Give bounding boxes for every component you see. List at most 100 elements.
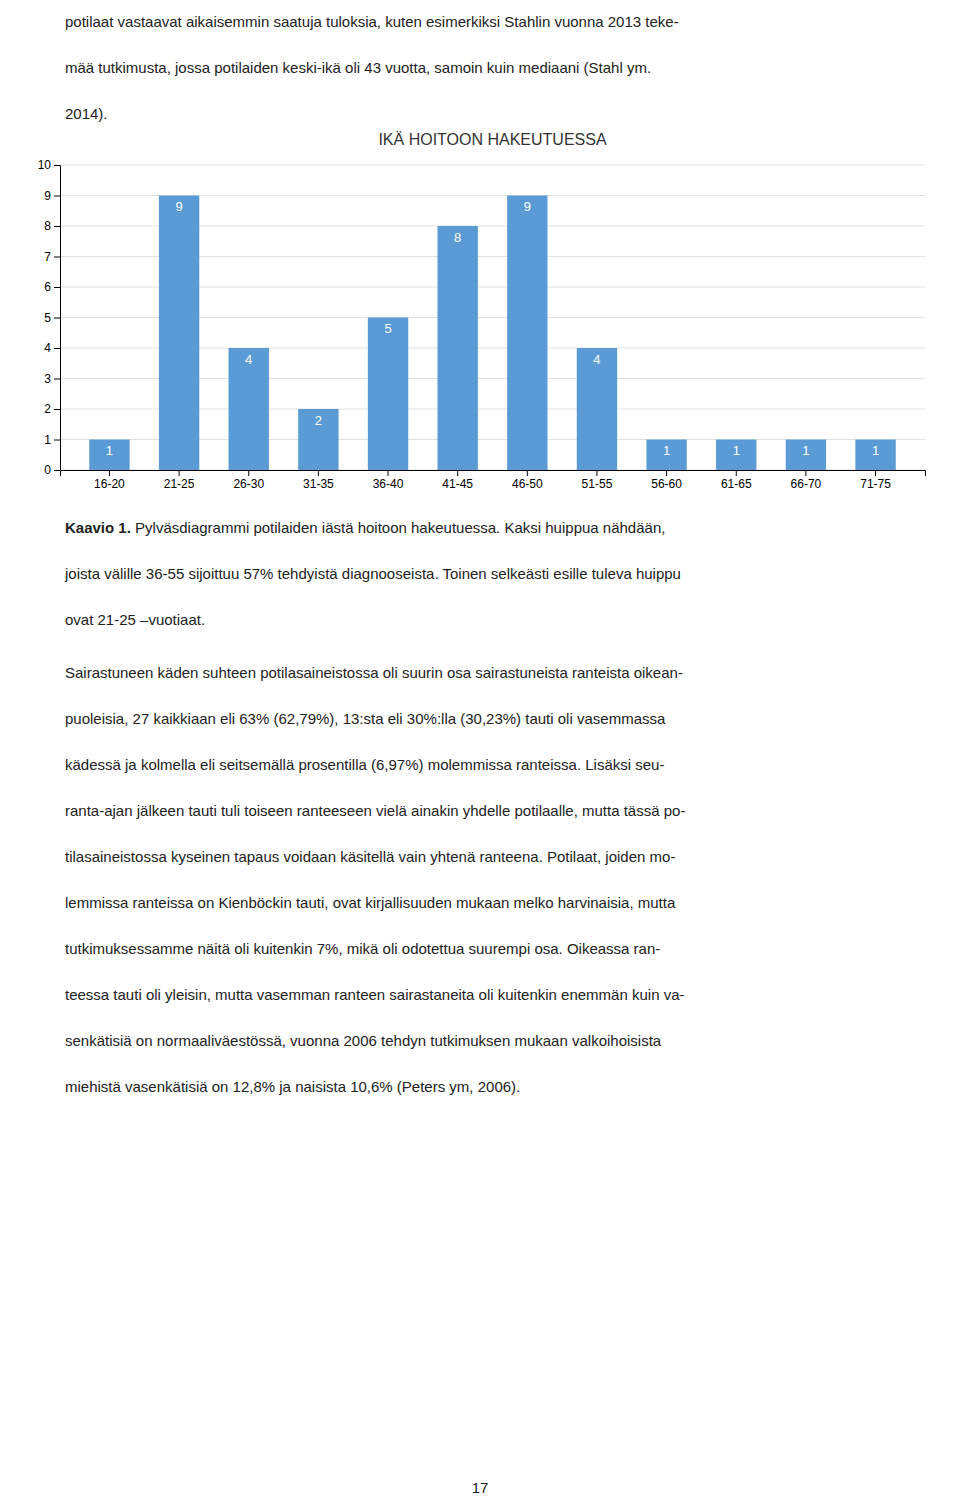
bar (298, 409, 338, 470)
paragraph-line: Sairastuneen käden suhteen potilasaineis… (65, 664, 683, 681)
paragraph-line: tilasaineistossa kyseinen tapaus voidaan… (65, 848, 675, 865)
grid (60, 165, 925, 470)
tick-label: 31-35 (303, 477, 334, 491)
text-before: potilaat vastaavat aikaisemmin saatuja t… (65, 13, 679, 122)
tick: 71-75 (860, 470, 891, 491)
chart: IKÄ HOITOON HAKEUTUESSA 1 9 4 2 5 8 9 4 1 1 1 10 1 2 3 4… (38, 131, 926, 491)
tick-mark (54, 196, 60, 197)
paragraph-line: tutkimuksessamme näitä oli kuitenkin 7%,… (65, 940, 660, 957)
paragraph-line: mää tutkimusta, jossa potilaiden keski-i… (65, 59, 651, 76)
tick-label: 51-55 (582, 477, 613, 491)
axis-line (54, 166, 61, 471)
tick-label: 3 (44, 372, 51, 386)
axis-line (61, 471, 926, 477)
tick: 4 (44, 341, 60, 355)
tick-mark (109, 470, 110, 476)
tick: 21-25 (164, 470, 195, 491)
paragraph-line: kädessä ja kolmella eli seitsemällä pros… (65, 756, 664, 773)
bar (368, 318, 408, 471)
tick-mark (388, 470, 389, 476)
tick: 36-40 (373, 470, 404, 491)
bar (855, 440, 895, 471)
tick: 10 (38, 158, 60, 172)
data-labels: 194258941111 (106, 199, 879, 458)
grid-line (60, 165, 925, 166)
tick: 26-30 (233, 470, 264, 491)
bar (716, 440, 756, 471)
tick-label: 41-45 (442, 477, 473, 491)
tick-label: 5 (44, 311, 51, 325)
bar (786, 440, 826, 471)
tick-label: 2 (44, 402, 51, 416)
tick-mark (527, 470, 528, 476)
paragraph-line: lemmissa ranteissa on Kienböckin tauti, … (65, 894, 676, 911)
data-label: 1 (663, 443, 670, 458)
tick-mark (54, 226, 60, 227)
tick-label: 61-65 (721, 477, 752, 491)
data-label: 4 (245, 352, 252, 367)
tick-label: 4 (44, 341, 51, 355)
data-label: 1 (872, 443, 879, 458)
paragraph-line: potilaat vastaavat aikaisemmin saatuja t… (65, 13, 679, 30)
tick-mark (54, 379, 60, 380)
x-axis: 16-2021-2526-3031-3536-4041-4546-5051-55… (61, 470, 926, 491)
chart-title: IKÄ HOITOON HAKEUTUESSA (378, 131, 607, 148)
bars (89, 196, 895, 471)
tick: 31-35 (303, 470, 334, 491)
tick: 66-70 (791, 470, 822, 491)
tick-mark (54, 287, 60, 288)
tick: 56-60 (651, 470, 682, 491)
tick-label: 36-40 (373, 477, 404, 491)
tick-mark (248, 470, 249, 476)
tick-mark (54, 257, 60, 258)
bar (646, 440, 686, 471)
data-label: 5 (384, 321, 391, 336)
tick-label: 10 (38, 158, 52, 172)
paragraph-line: miehistä vasenkätisiä on 12,8% ja naisis… (65, 1078, 520, 1095)
paragraph-line: ranta-ajan jälkeen tauti tuli toiseen ra… (65, 802, 685, 819)
tick-mark (54, 409, 60, 410)
data-label: 1 (106, 443, 113, 458)
data-label: 2 (315, 413, 322, 428)
tick: 3 (44, 372, 60, 386)
tick-label: 6 (44, 280, 51, 294)
tick-label: 1 (44, 433, 51, 447)
paragraph-line: senkätisiä on normaaliväestössä, vuonna … (65, 1032, 662, 1049)
caption-text: Pylväsdiagrammi potilaiden iästä hoitoon… (131, 519, 666, 536)
tick-mark (54, 348, 60, 349)
tick: 2 (44, 402, 60, 416)
tick-label: 9 (44, 189, 51, 203)
bar (229, 348, 269, 470)
caption-text: joista välille 36-55 sijoittuu 57% tehdy… (64, 565, 681, 582)
tick: 7 (44, 250, 60, 264)
tick: 61-65 (721, 470, 752, 491)
bar (89, 440, 129, 471)
caption-line: Kaavio 1. Pylväsdiagrammi potilaiden iäs… (65, 519, 665, 536)
data-label: 4 (593, 352, 600, 367)
tick-label: 8 (44, 219, 51, 233)
tick-mark (666, 470, 667, 476)
tick: 46-50 (512, 470, 543, 491)
tick-label: 71-75 (860, 477, 891, 491)
text-after: Sairastuneen käden suhteen potilasaineis… (65, 664, 685, 1095)
paragraph-line: 2014). (65, 105, 108, 122)
tick: 0 (44, 463, 60, 477)
tick-mark (596, 470, 597, 476)
tick-mark (54, 165, 60, 166)
tick-mark (179, 470, 180, 476)
tick-mark (54, 440, 60, 441)
data-label: 9 (524, 199, 531, 214)
bar (577, 348, 617, 470)
data-label: 1 (802, 443, 809, 458)
tick: 1 (44, 433, 60, 447)
tick-mark (875, 470, 876, 476)
tick-label: 7 (44, 250, 51, 264)
tick: 9 (44, 189, 60, 203)
tick-label: 0 (44, 463, 51, 477)
tick: 5 (44, 311, 60, 325)
caption-text: ovat 21-25 –vuotiaat. (65, 611, 205, 628)
page-number: 17 (472, 1479, 489, 1496)
paragraph-line: teessa tauti oli yleisin, mutta vasemman… (65, 986, 684, 1003)
y-axis: 0 1 2 3 4 5 6 7 8 9 10 (38, 158, 61, 477)
tick: 8 (44, 219, 60, 233)
